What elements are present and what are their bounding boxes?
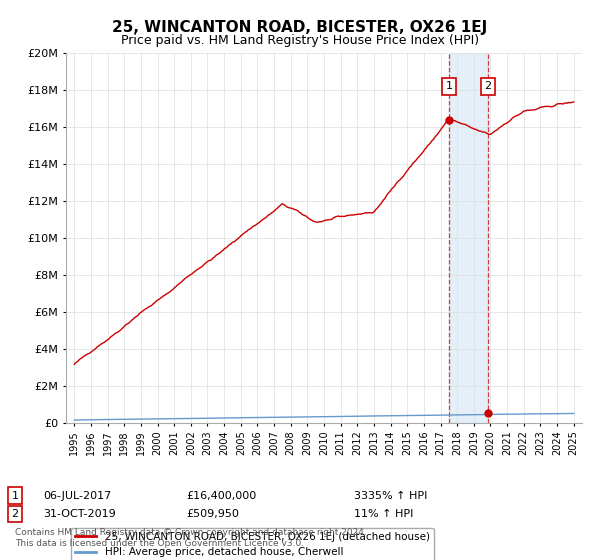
Text: 2: 2 <box>484 81 491 91</box>
Text: 3335% ↑ HPI: 3335% ↑ HPI <box>354 491 427 501</box>
Text: £509,950: £509,950 <box>186 509 239 519</box>
Text: 06-JUL-2017: 06-JUL-2017 <box>43 491 112 501</box>
Text: Contains HM Land Registry data © Crown copyright and database right 2024.
This d: Contains HM Land Registry data © Crown c… <box>15 528 367 548</box>
Text: 31-OCT-2019: 31-OCT-2019 <box>43 509 116 519</box>
Text: Price paid vs. HM Land Registry's House Price Index (HPI): Price paid vs. HM Land Registry's House … <box>121 34 479 46</box>
Text: £16,400,000: £16,400,000 <box>186 491 256 501</box>
Text: 2: 2 <box>11 509 19 519</box>
Text: 11% ↑ HPI: 11% ↑ HPI <box>354 509 413 519</box>
Text: 25, WINCANTON ROAD, BICESTER, OX26 1EJ: 25, WINCANTON ROAD, BICESTER, OX26 1EJ <box>112 20 488 35</box>
Bar <box>449 53 488 423</box>
Text: 1: 1 <box>445 81 452 91</box>
Text: 1: 1 <box>11 491 19 501</box>
Legend: 25, WINCANTON ROAD, BICESTER, OX26 1EJ (detached house), HPI: Average price, det: 25, WINCANTON ROAD, BICESTER, OX26 1EJ (… <box>71 528 434 560</box>
